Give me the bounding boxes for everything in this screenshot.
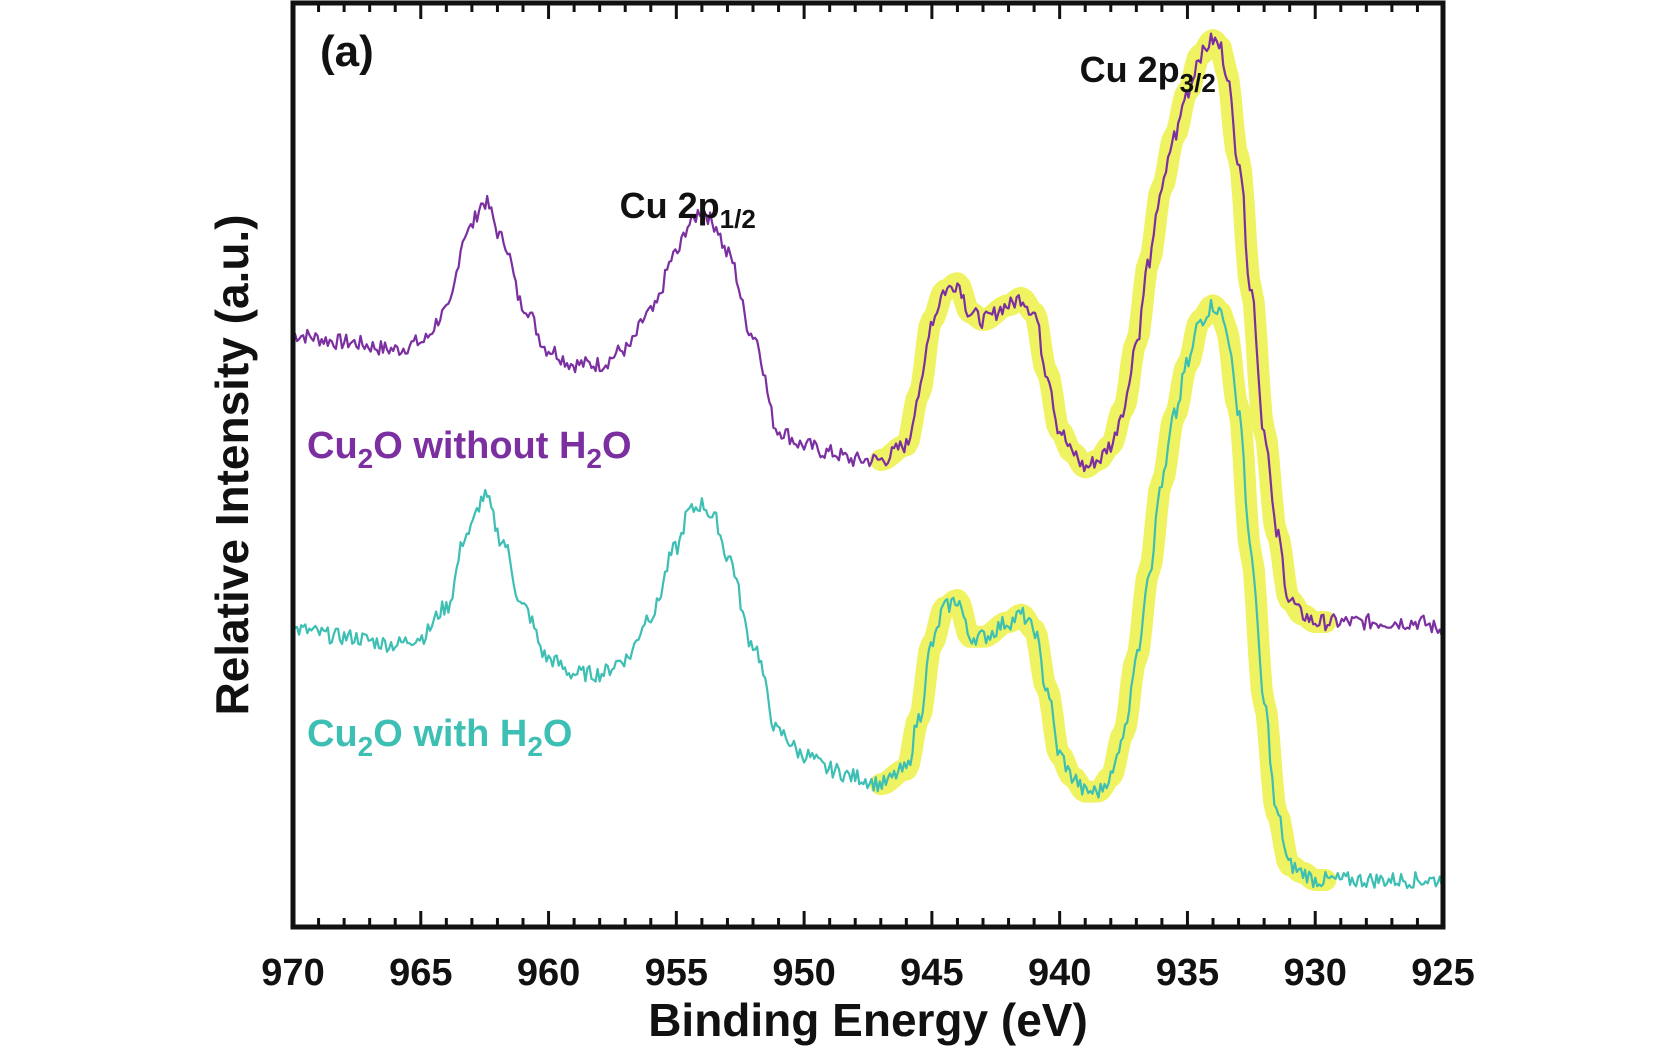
series-label-without-water: Cu2O without H2O <box>307 425 632 474</box>
y-axis-title: Relative Intensity (a.u.) <box>206 214 258 715</box>
plot-frame <box>290 0 1446 930</box>
x-tick-label: 960 <box>517 952 580 994</box>
peak-label-cu-2p-3-2: Cu 2p3/2 <box>1080 49 1216 98</box>
tick-marks <box>291 3 1445 927</box>
x-tick-label: 935 <box>1156 952 1219 994</box>
series-label-with-water: Cu2O with H2O <box>307 713 572 762</box>
x-axis-title: Binding Energy (eV) <box>648 994 1088 1046</box>
series-line-0 <box>292 32 1444 637</box>
x-tick-label: 940 <box>1028 952 1091 994</box>
x-tick-label: 930 <box>1284 952 1347 994</box>
panel-label: (a) <box>320 27 374 76</box>
x-tick-label: 955 <box>645 952 708 994</box>
x-tick-label: 970 <box>261 952 324 994</box>
x-tick-label: 950 <box>772 952 835 994</box>
series-line-1 <box>291 298 1444 890</box>
x-tick-label: 965 <box>389 952 452 994</box>
series-lines <box>291 32 1444 890</box>
x-tick-label: 925 <box>1411 952 1474 994</box>
highlight-layer <box>869 29 1337 891</box>
x-tick-labels: 970 965 960 955 950 945 940 935 930 925 <box>261 952 1474 994</box>
peak-label-cu-2p-1-2: Cu 2p1/2 <box>620 185 756 234</box>
x-tick-label: 945 <box>900 952 963 994</box>
